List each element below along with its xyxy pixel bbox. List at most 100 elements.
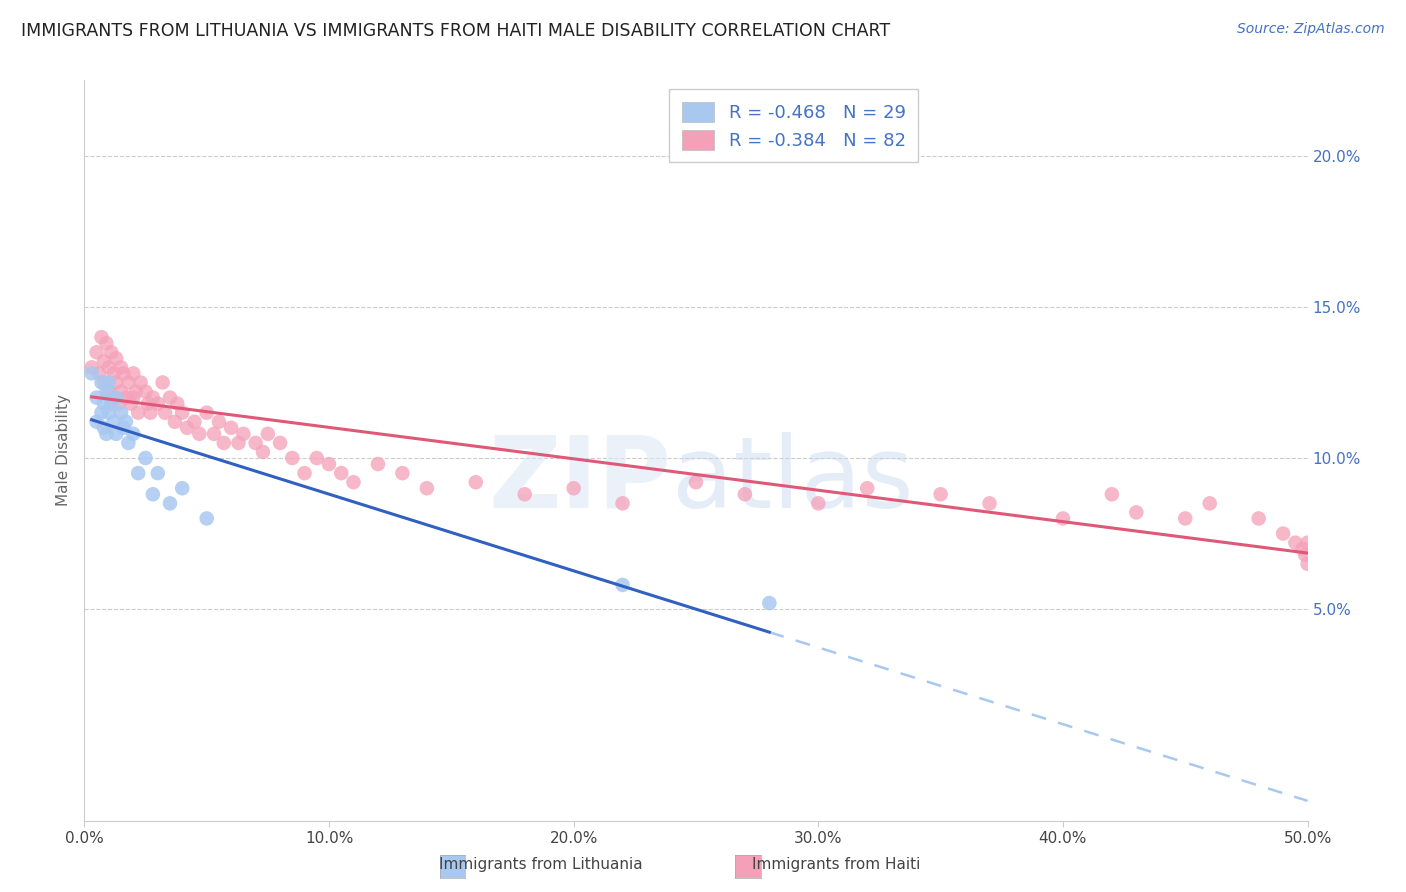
Point: [172, 481, 194, 495]
Point: [129, 376, 152, 390]
Point: [117, 436, 139, 450]
Point: [367, 457, 389, 471]
Point: [93, 421, 115, 435]
Text: ZIP: ZIP: [489, 432, 672, 529]
Point: [513, 487, 536, 501]
Point: [758, 596, 780, 610]
Point: [612, 496, 634, 510]
Point: [195, 511, 218, 525]
Point: [90, 406, 112, 420]
Point: [391, 466, 413, 480]
Point: [93, 396, 115, 410]
Point: [562, 481, 585, 495]
Point: [115, 391, 138, 405]
Point: [1292, 541, 1315, 556]
Point: [110, 406, 132, 420]
Point: [100, 396, 122, 410]
Point: [612, 578, 634, 592]
Point: [1247, 511, 1270, 525]
Point: [1052, 511, 1074, 525]
Point: [90, 330, 112, 344]
Point: [294, 466, 316, 480]
Point: [142, 487, 165, 501]
Point: [80, 367, 103, 381]
Point: [86, 391, 108, 405]
Point: [183, 415, 205, 429]
Text: atlas: atlas: [672, 432, 912, 529]
Point: [228, 436, 250, 450]
Point: [281, 450, 304, 465]
Point: [80, 360, 103, 375]
Point: [146, 396, 169, 410]
Point: [120, 396, 142, 410]
Point: [122, 367, 145, 381]
Point: [97, 406, 120, 420]
Legend: R = -0.468   N = 29, R = -0.384   N = 82: R = -0.468 N = 29, R = -0.384 N = 82: [669, 89, 918, 162]
Point: [807, 496, 830, 510]
Point: [105, 376, 128, 390]
Y-axis label: Male Disability: Male Disability: [56, 394, 72, 507]
Point: [166, 396, 188, 410]
Point: [139, 406, 162, 420]
Point: [100, 345, 122, 359]
Point: [856, 481, 879, 495]
Point: [152, 376, 174, 390]
Point: [135, 450, 157, 465]
Point: [734, 487, 756, 501]
Point: [416, 481, 439, 495]
Point: [103, 415, 125, 429]
Point: [245, 436, 267, 450]
Point: [208, 415, 231, 429]
Point: [142, 391, 165, 405]
Point: [117, 376, 139, 390]
Point: [127, 406, 149, 420]
Point: [1296, 535, 1319, 549]
Point: [464, 475, 486, 490]
Point: [1284, 535, 1306, 549]
Point: [103, 391, 125, 405]
Point: [115, 415, 138, 429]
Point: [103, 367, 125, 381]
Point: [1198, 496, 1220, 510]
Point: [97, 376, 120, 390]
Point: [105, 351, 128, 366]
Point: [269, 436, 291, 450]
Point: [97, 384, 120, 399]
Point: [105, 426, 128, 441]
Point: [1125, 505, 1147, 519]
Point: [202, 426, 225, 441]
Point: [90, 376, 112, 390]
Text: IMMIGRANTS FROM LITHUANIA VS IMMIGRANTS FROM HAITI MALE DISABILITY CORRELATION C: IMMIGRANTS FROM LITHUANIA VS IMMIGRANTS …: [21, 22, 890, 40]
Point: [305, 450, 328, 465]
Point: [685, 475, 707, 490]
Point: [163, 415, 186, 429]
Point: [318, 457, 340, 471]
Point: [96, 384, 118, 399]
Point: [1174, 511, 1197, 525]
Point: [93, 376, 115, 390]
Point: [122, 426, 145, 441]
Point: [195, 406, 218, 420]
Point: [107, 396, 129, 410]
Point: [1294, 548, 1316, 562]
Point: [93, 354, 115, 368]
Point: [232, 426, 254, 441]
Point: [252, 445, 274, 459]
Point: [330, 466, 353, 480]
Point: [212, 436, 235, 450]
Point: [1272, 526, 1295, 541]
Point: [135, 384, 157, 399]
Point: [159, 496, 181, 510]
Point: [112, 421, 135, 435]
Point: [929, 487, 952, 501]
Point: [87, 367, 110, 381]
Point: [219, 421, 242, 435]
Point: [153, 406, 176, 420]
Point: [176, 421, 198, 435]
Point: [342, 475, 364, 490]
Point: [110, 360, 132, 375]
Point: [86, 415, 108, 429]
Point: [110, 384, 132, 399]
Point: [1101, 487, 1123, 501]
Point: [96, 426, 118, 441]
